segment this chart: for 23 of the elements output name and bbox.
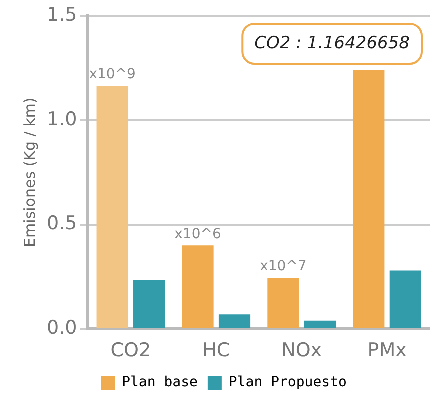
x-tick-label: HC: [202, 340, 230, 362]
bar: [134, 280, 166, 328]
x-tick-label: CO2: [110, 340, 152, 362]
bar: [182, 246, 214, 328]
y-tick-label: 0.0: [47, 317, 78, 340]
y-tick-label: 0.5: [47, 212, 78, 235]
annotation: x10^6: [174, 226, 222, 242]
legend-label: Plan base: [122, 374, 198, 391]
legend-label: Plan Propuesto: [228, 374, 347, 391]
bar: [353, 70, 385, 328]
x-tick-label: PMx: [368, 340, 407, 362]
y-axis-title: Emisiones (Kg / km): [20, 98, 39, 248]
annotation: x10^9: [89, 66, 136, 83]
annotation: x10^7: [260, 258, 307, 275]
bar: [268, 278, 300, 328]
bar: [218, 314, 251, 328]
bar: [304, 320, 336, 328]
x-tick-label: NOx: [282, 340, 322, 362]
y-tick-label: 1.5: [47, 4, 78, 26]
bar: [96, 86, 128, 328]
y-tick-label: 1.0: [47, 108, 78, 130]
annotation: CO2 : 1.16426658: [254, 33, 410, 54]
bar: [390, 270, 422, 328]
